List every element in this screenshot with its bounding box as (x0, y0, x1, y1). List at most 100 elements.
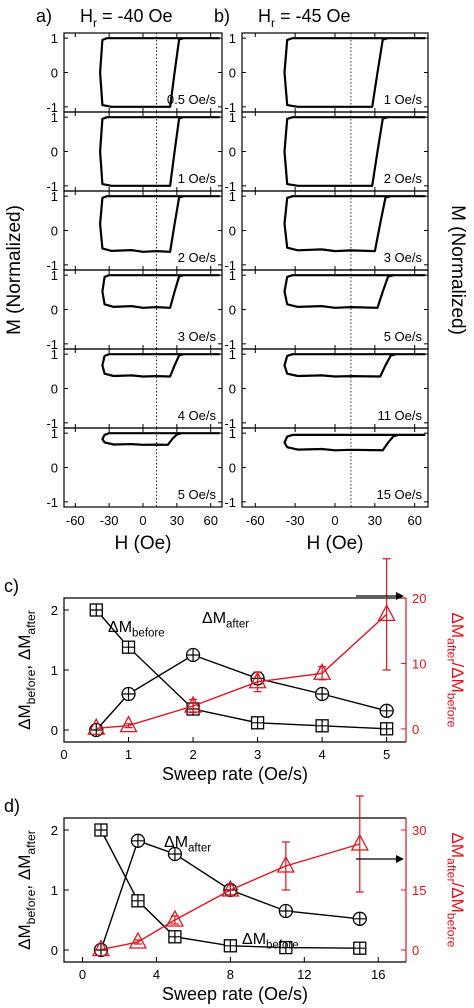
series-label-delta: ΔM (108, 619, 132, 636)
circle-marker-cross (168, 847, 182, 861)
square-marker-cross (122, 641, 135, 654)
hysteresis-loop (283, 353, 426, 378)
hysteresis-panel-a: a) Hr = -40 Oe 1 0 -1 0.5 Oe/s 1 0 -1 1 Oe/s 1 0 -1 2… (4, 6, 223, 554)
hysteresis-loop (101, 274, 220, 309)
triangle-marker (248, 671, 267, 689)
loop-subplot: 1 0 -1 1 Oe/s (224, 31, 429, 115)
y-tick-label-right: 0 (412, 943, 419, 958)
x-tick-label: -30 (286, 513, 305, 528)
y-tick-label: 0 (229, 382, 236, 397)
ylabel-right-sub1: after (444, 858, 458, 882)
sweep-rate-label: 11 Oe/s (377, 408, 422, 423)
y-axis-label: M (Normalized) (447, 205, 468, 335)
sweep-rate-label: 15 Oe/s (376, 487, 422, 502)
ylabel-left-mid: , ΔM (15, 635, 34, 670)
x-tick-label: 4 (153, 967, 160, 982)
x-tick-label: 4 (318, 747, 325, 762)
y-tick-label: 0 (51, 461, 58, 476)
series-label-sub: after (226, 618, 249, 630)
y-tick-label: 0 (229, 145, 236, 160)
hysteresis-loop (283, 433, 426, 452)
series-label-delta: ΔM (164, 834, 188, 851)
x-axis-label: H (Oe) (115, 533, 172, 554)
y-tick-label-right: 30 (412, 823, 426, 838)
panel-title-sub: r (271, 16, 275, 30)
triangle-marker (276, 855, 295, 873)
x-tick-label: 30 (368, 513, 382, 528)
square-marker-cross (224, 939, 237, 952)
y-tick-label: 1 (51, 347, 58, 362)
panel-label: b) (214, 6, 230, 26)
circle-marker-cross (315, 687, 329, 701)
square-marker-cross (131, 894, 144, 907)
y-tick-label: 0 (51, 224, 58, 239)
y-tick-label: 0 (51, 303, 58, 318)
y-tick-label: 1 (229, 347, 236, 362)
y-tick-label-right: 15 (412, 883, 426, 898)
y-tick-label: 0 (51, 723, 58, 738)
loop-subplot: 1 0 -1 3 Oe/s (46, 268, 223, 352)
triangle-marker (221, 879, 240, 897)
triangle-marker (91, 939, 111, 957)
hysteresis-panel-b: b) Hr = -45 Oe 1 0 -1 1 Oe/s 1 0 -1 2 Oe/s 1 0 -1 3 O… (214, 6, 468, 554)
x-tick-label: 3 (254, 747, 261, 762)
y-tick-label: 0 (229, 224, 236, 239)
y-axis-label-right: ΔMafter/ΔMbefore (444, 613, 467, 728)
triangle-marker (377, 603, 396, 622)
y-tick-label-right: 10 (412, 656, 426, 671)
y-tick-label: 1 (229, 426, 236, 441)
square-marker-cross (279, 941, 292, 954)
y-tick-label: -1 (46, 337, 58, 352)
panel-label: a) (36, 6, 52, 26)
y-tick-label: 0 (51, 66, 58, 81)
x-tick-label: 30 (170, 513, 184, 528)
triangle-marker (313, 662, 332, 680)
sweep-rate-label: 2 Oe/s (178, 250, 217, 265)
sweep-rate-label: 3 Oe/s (178, 329, 217, 344)
loop-subplot: 1 0 -1 2 Oe/s (224, 110, 429, 194)
y-tick-label: 1 (51, 426, 58, 441)
y-tick-label: 1 (229, 31, 236, 46)
x-axis-label: Sweep rate (Oe/s) (162, 764, 308, 784)
y-tick-label: 2 (51, 823, 58, 838)
triangle-marker (119, 715, 138, 733)
x-tick-label: 60 (407, 513, 421, 528)
circle-marker-cross (122, 687, 136, 701)
loop-subplot: 1 0 -1 0.5 Oe/s (46, 31, 223, 115)
series-label-delta: ΔM (202, 610, 226, 627)
y-tick-label: 1 (229, 268, 236, 283)
y-tick-label: 0 (229, 303, 236, 318)
series-label-sub: after (188, 842, 211, 854)
ylabel-right-sub2: before (444, 913, 458, 948)
panel-title-h: H (258, 6, 271, 26)
ylabel-left-mid: , ΔM (15, 855, 34, 890)
square-marker-cross (353, 942, 366, 955)
loop-subplot: 1 0 -1 3 Oe/s (224, 189, 429, 273)
y-tick-label: -1 (46, 495, 58, 510)
sweep-rate-label: 5 Oe/s (178, 487, 217, 502)
square-marker-cross (380, 722, 393, 735)
ylabel-left-sub2: after (24, 610, 38, 634)
hysteresis-loop (101, 353, 220, 378)
ylabel-left-delta: ΔM (15, 704, 34, 730)
x-tick-label: 0 (331, 513, 338, 528)
series-line (95, 654, 387, 731)
ylabel-right-mid: /ΔM (448, 883, 467, 913)
square-marker-cross (251, 716, 264, 729)
y-tick-label: 1 (51, 110, 58, 125)
series-label: ΔMbefore (242, 931, 299, 951)
loop-subplot: 1 0 -1 5 Oe/s (46, 426, 223, 510)
x-tick-label: 8 (227, 967, 234, 982)
y-tick-label: 2 (51, 603, 58, 618)
y-tick-label: 0 (51, 382, 58, 397)
panel-title-value: = -40 Oe (97, 6, 173, 26)
x-tick-label: 0 (60, 747, 67, 762)
y-tick-label: -1 (46, 416, 58, 431)
y-axis-label-right: ΔMafter/ΔMbefore (444, 833, 467, 948)
y-tick-label-right: 20 (412, 591, 426, 606)
loop-subplot: 1 0 -1 2 Oe/s (46, 189, 223, 273)
ylabel-right-sub1: after (444, 638, 458, 662)
sweep-rate-label: 1 Oe/s (178, 171, 217, 186)
x-tick-label: 5 (383, 747, 390, 762)
